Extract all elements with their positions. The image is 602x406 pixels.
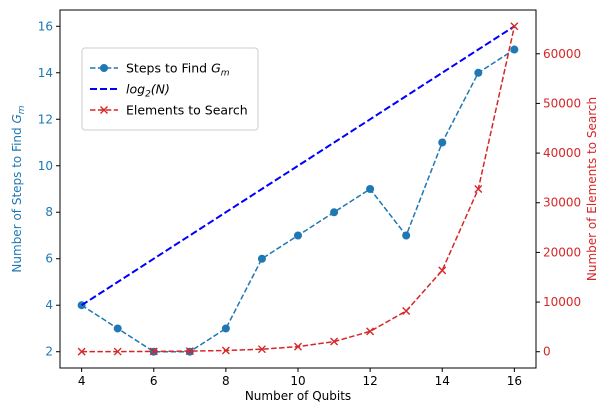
series-0-point-9 — [402, 231, 411, 240]
x-tick-label: 10 — [290, 374, 305, 388]
legend-swatch-marker-2 — [100, 106, 108, 114]
series-2-point-7 — [330, 337, 339, 346]
series-2-point-5 — [257, 345, 266, 354]
x-tick-label: 4 — [78, 374, 86, 388]
y-right-tick-label: 0 — [543, 345, 551, 359]
y-left-tick-label: 4 — [45, 298, 53, 312]
series-0-point-1 — [113, 324, 122, 333]
y-right-tick-label: 10000 — [543, 295, 581, 309]
series-0-point-6 — [294, 231, 302, 240]
x-tick-label: 14 — [435, 374, 450, 388]
y-right-tick-label: 30000 — [543, 196, 581, 210]
legend-label-name-2: Elements to Search — [126, 103, 248, 118]
legend-label-sub-1: 2 — [145, 90, 151, 100]
y-right-axis-label: Number of Elements to Search — [585, 97, 599, 281]
series-2-point-9 — [402, 307, 411, 316]
y-left-tick-label: 14 — [38, 66, 53, 80]
y-left-tick-label: 8 — [45, 205, 53, 219]
y-right-tick-label: 20000 — [543, 245, 581, 259]
plot-area — [77, 22, 519, 356]
x-axis-label: Number of Qubits — [245, 389, 351, 403]
legend: Steps to Find Gm log2(N) Elements to Searc… — [81, 47, 259, 131]
legend-label-1: log2(N) — [126, 82, 170, 100]
series-0-point-7 — [330, 208, 339, 217]
y-left-axis-label: Number of Steps to Find Gm — [10, 105, 27, 272]
legend-label-name-1: log — [126, 82, 145, 97]
x-tick-label: 12 — [362, 374, 377, 388]
axes: 4 6 8 10 12 14 16 Number of Qubits 2 4 6 8 10 12 14 16 N… — [10, 9, 599, 403]
series-0-point-12 — [510, 45, 519, 54]
y-left-tick-label: 12 — [38, 112, 53, 126]
legend-label-sub-0: m — [221, 69, 230, 79]
y-left-label-text: Number of Steps to Find — [10, 124, 24, 273]
x-tick-label: 16 — [507, 374, 522, 388]
series-0-point-11 — [474, 68, 483, 77]
legend-frame — [81, 47, 259, 131]
series-2-point-11 — [474, 185, 483, 193]
series-line-1 — [81, 25, 515, 307]
series-2-point-10 — [438, 266, 447, 275]
legend-swatch-marker-0 — [100, 64, 108, 72]
y-left-tick-label: 10 — [38, 159, 53, 173]
x-tick-label: 6 — [150, 374, 158, 388]
series-2-point-6 — [294, 342, 302, 351]
series-2-point-1 — [113, 347, 122, 356]
y-right-tick-label: 60000 — [543, 47, 581, 61]
series-2-point-8 — [366, 327, 375, 336]
series-2-point-4 — [221, 346, 230, 355]
y-left-tick-label: 6 — [45, 252, 53, 266]
series-2-point-12 — [510, 22, 519, 31]
series-2-point-2 — [149, 347, 158, 356]
series-0-point-5 — [257, 254, 266, 263]
y-left-tick-label: 2 — [45, 345, 53, 359]
y-right-tick-label: 50000 — [543, 96, 581, 110]
y-left-label-var: G — [10, 114, 24, 123]
series-0-point-4 — [221, 324, 230, 333]
legend-label-0: Steps to Find Gm — [126, 61, 230, 79]
y-left-tick-label: 16 — [38, 19, 53, 33]
legend-label-var-0: G — [211, 61, 221, 76]
x-tick-label: 8 — [222, 374, 230, 388]
legend-label-suffix-1: (N) — [151, 82, 170, 97]
series-0-point-10 — [438, 138, 447, 147]
legend-label-2: Elements to Search — [126, 103, 248, 118]
series-0-point-8 — [366, 185, 375, 193]
series-2-point-3 — [185, 347, 194, 356]
series-2-point-0 — [77, 347, 86, 356]
y-left-label-sub: m — [17, 105, 27, 114]
y-right-tick-label: 40000 — [543, 146, 581, 160]
legend-label-name-0: Steps to Find — [126, 61, 211, 76]
